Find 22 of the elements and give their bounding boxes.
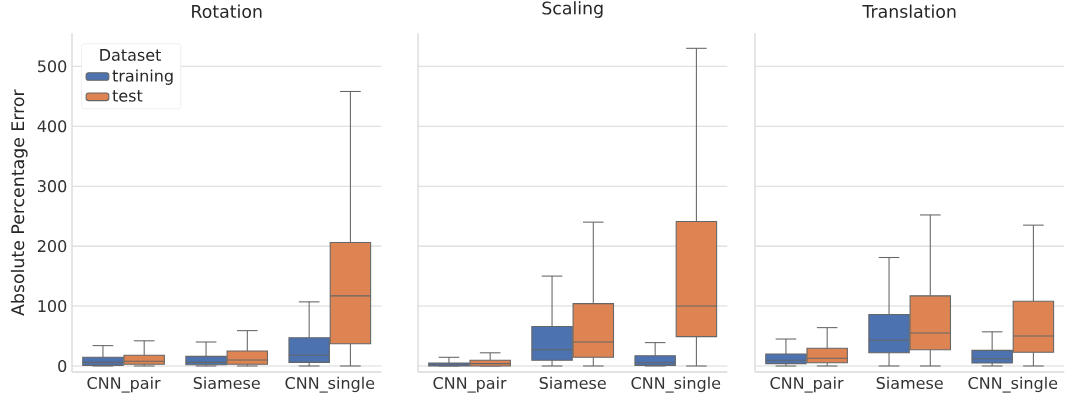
y-tick-label: 200 bbox=[37, 240, 67, 253]
x-tick-label: Siamese bbox=[876, 376, 943, 390]
y-tick-label: 500 bbox=[38, 60, 67, 73]
x-tick-label: CNN_single bbox=[968, 376, 1058, 393]
x-tick-label: CNN_pair bbox=[87, 376, 161, 393]
chart-title: Scaling bbox=[542, 1, 603, 18]
x-tick-label: Siamese bbox=[193, 376, 260, 390]
x-tick-label: CNN_pair bbox=[770, 376, 844, 393]
legend-label: training bbox=[112, 69, 173, 85]
y-tick-label: 100 bbox=[38, 300, 67, 313]
chart-title: Rotation bbox=[192, 4, 262, 18]
x-tick-label: CNN_single bbox=[631, 376, 721, 393]
y-axis-title: Absolute Percentage Error bbox=[10, 89, 28, 316]
y-tick-label: 300 bbox=[37, 180, 67, 193]
x-tick-label: Siamese bbox=[539, 376, 606, 390]
y-tick-label: 0 bbox=[58, 359, 67, 373]
x-tick-label: CNN_pair bbox=[433, 376, 507, 393]
x-tick-label: CNN_single bbox=[285, 376, 375, 393]
y-tick-label: 400 bbox=[37, 120, 67, 133]
chart-title: Translation bbox=[862, 4, 956, 18]
legend-title: Dataset bbox=[100, 49, 161, 61]
legend-label: test bbox=[112, 90, 143, 102]
